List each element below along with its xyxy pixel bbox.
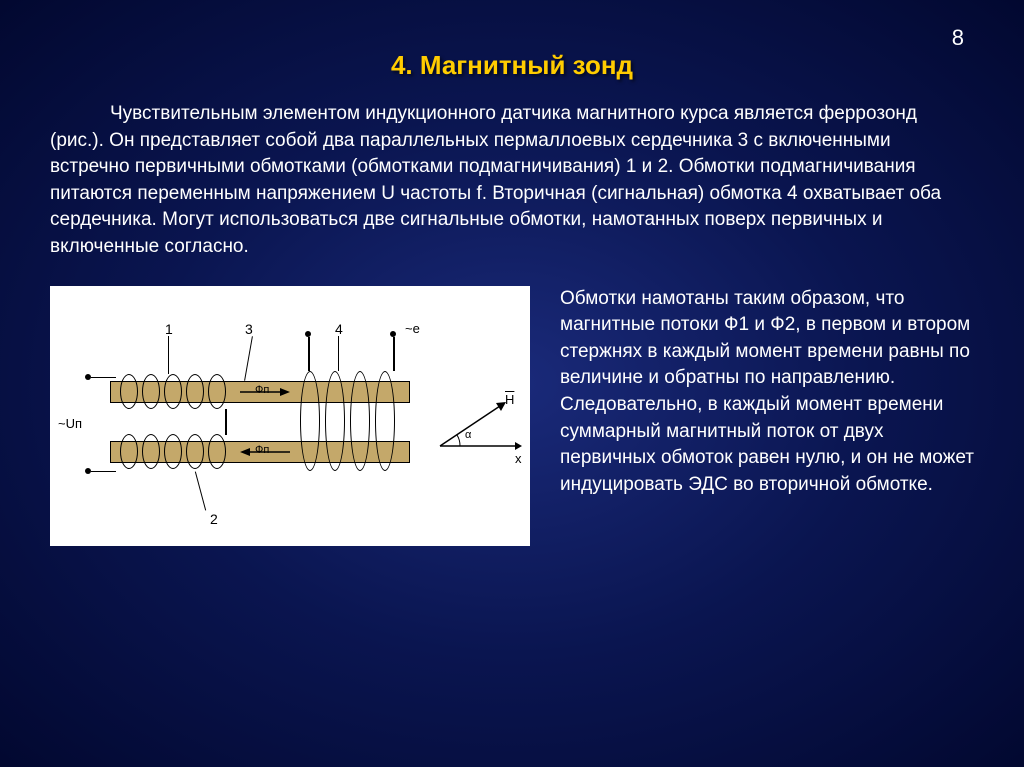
wire: [91, 471, 116, 473]
coil-loop: [208, 434, 226, 469]
lead-line: [168, 336, 169, 374]
label-1: 1: [165, 321, 173, 337]
wire: [308, 337, 310, 371]
coil-loop: [142, 374, 160, 409]
coil-loop: [164, 374, 182, 409]
label-2: 2: [210, 511, 218, 527]
coil-loop: [186, 434, 204, 469]
coil-loop: [375, 371, 395, 471]
phi-label-2: Фп: [255, 444, 269, 456]
content-row: Фп Фп 1 3 4 2 ~Uп ~e: [50, 286, 974, 546]
lead-line: [244, 336, 253, 380]
h-label: H: [505, 392, 514, 407]
coil-loop: [325, 371, 345, 471]
paragraph-2: Обмотки намотаны таким образом, что магн…: [560, 286, 974, 499]
coil-loop: [300, 371, 320, 471]
slide-title: 4. Магнитный зонд: [50, 50, 974, 81]
alpha-label: α: [465, 429, 471, 441]
label-3: 3: [245, 321, 253, 337]
lead-line: [338, 336, 339, 371]
wire: [393, 337, 395, 371]
lead-line: [195, 471, 206, 510]
label-4: 4: [335, 321, 343, 337]
coil-loop: [186, 374, 204, 409]
ferroprobe-diagram: Фп Фп 1 3 4 2 ~Uп ~e: [50, 286, 530, 546]
un-label: ~Uп: [58, 416, 82, 431]
page-number: 8: [952, 25, 964, 51]
coil-loop: [120, 374, 138, 409]
coil-loop: [120, 434, 138, 469]
coil-loop: [350, 371, 370, 471]
x-label: x: [515, 451, 522, 466]
phi-label-1: Фп: [255, 384, 269, 396]
coil-loop: [164, 434, 182, 469]
paragraph-1: Чувствительным элементом индукционного д…: [50, 101, 974, 261]
coil-loop: [208, 374, 226, 409]
coil-loop: [142, 434, 160, 469]
e-label: ~e: [405, 321, 420, 336]
wire: [91, 377, 116, 379]
wire: [225, 409, 227, 435]
